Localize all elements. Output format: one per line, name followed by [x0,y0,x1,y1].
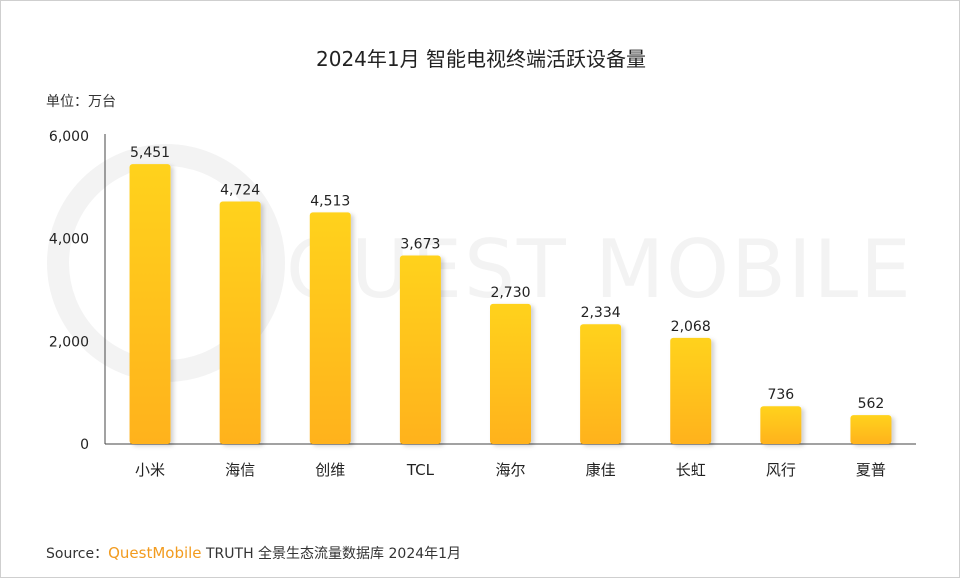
source-line: Source：QuestMobile TRUTH 全景生态流量数据库 2024年… [46,544,461,562]
source-brand: QuestMobile [108,544,201,562]
source-prefix: Source： [46,546,108,562]
category-label: 小米 [135,461,165,479]
category-label: 海信 [225,461,255,479]
watermark: QUEST MOBILE [47,144,913,382]
unit-label: 单位：万台 [46,94,116,110]
category-label: 夏普 [856,461,886,479]
category-label: 康佳 [586,461,616,479]
bar-1 [219,201,261,444]
value-labels-group: 5,451 4,724 4,513 3,673 2,730 2,334 2,068 736 56… [130,145,884,412]
bar-value-label: 736 [767,387,794,403]
bar-7 [760,406,802,444]
category-label: 海尔 [495,461,525,479]
bar-value-label: 4,724 [220,183,260,199]
chart-title: 2024年1月 智能电视终端活跃设备量 [316,47,646,71]
category-label: 风行 [766,461,796,479]
bar-value-label: 562 [858,396,885,412]
watermark-text: QUEST MOBILE [286,223,913,316]
bar-value-label: 4,513 [310,193,350,209]
bar-value-label: 2,068 [671,319,711,335]
bar-5 [580,324,622,444]
y-axis-ticks: 0 2,000 4,000 6,000 [49,129,89,453]
category-label: 创维 [315,461,345,479]
bar-value-label: 2,730 [490,285,530,301]
bar-0 [129,164,171,444]
bar-8 [850,415,892,444]
category-label: TCL [406,461,435,479]
bar-value-label: 2,334 [581,305,621,321]
y-tick-label: 2,000 [49,334,89,350]
bar-3 [399,255,441,444]
bar-6 [670,337,712,444]
source-suffix: TRUTH 全景生态流量数据库 2024年1月 [202,545,462,562]
y-tick-label: 6,000 [49,129,89,145]
bar-2 [309,212,351,444]
bars-group [129,164,892,444]
y-tick-label: 0 [80,437,89,453]
category-label: 长虹 [676,461,706,479]
bar-4 [490,303,531,444]
y-tick-label: 4,000 [49,232,89,248]
bar-value-label: 3,673 [400,236,440,252]
bar-value-label: 5,451 [130,145,170,161]
category-labels-group: 小米 海信 创维 TCL 海尔 康佳 长虹 风行 夏普 [135,461,886,479]
